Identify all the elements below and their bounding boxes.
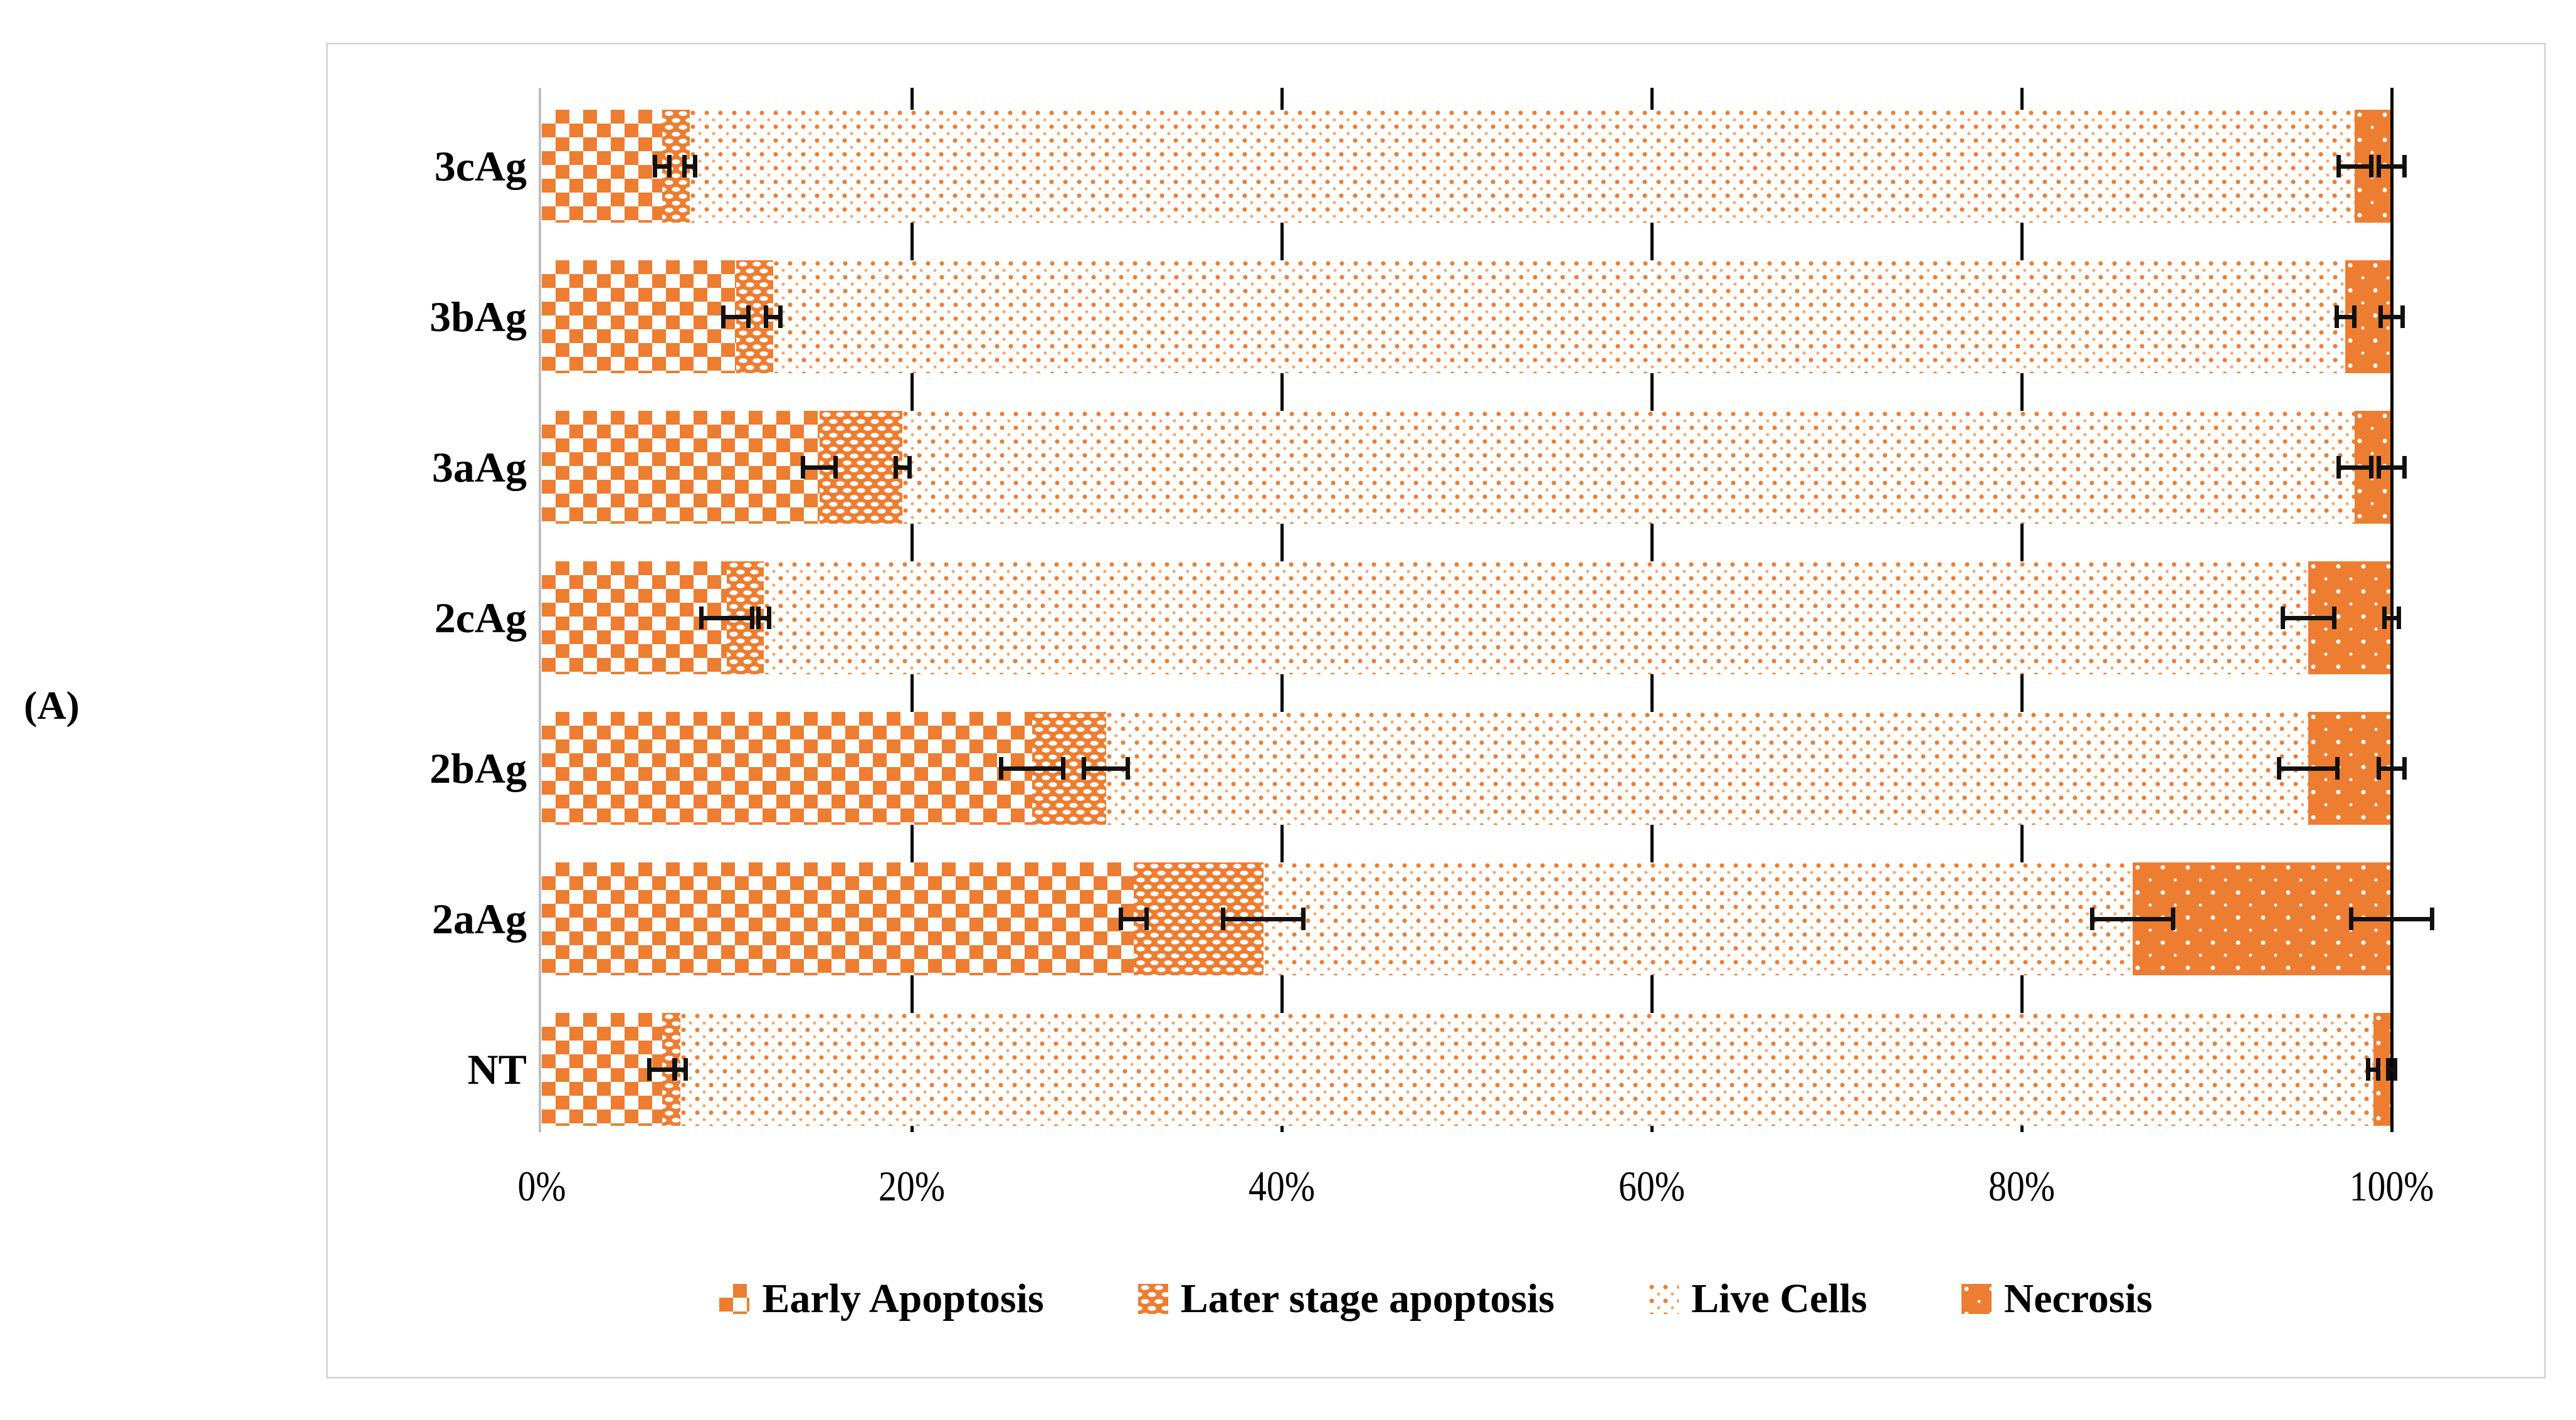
- segment-early-2bAg: [542, 712, 1032, 825]
- error-bar-live-3aAg: [2336, 456, 2373, 479]
- tick-label-100: 100%: [2349, 1162, 2434, 1210]
- segment-necrosis-2aAg: [2133, 862, 2392, 975]
- legend-swatch-necrosis: [1961, 1284, 1992, 1314]
- error-bar-later-3cAg: [682, 155, 697, 178]
- category-label-3aAg: 3aAg: [431, 443, 527, 491]
- error-bar-necrosis-2cAg: [2382, 607, 2401, 629]
- segment-live-2aAg: [1263, 862, 2133, 975]
- error-bar-necrosis-3bAg: [2378, 305, 2405, 328]
- legend-item-live: Live Cells: [1649, 1278, 1867, 1320]
- category-label-2aAg: 2aAg: [431, 895, 527, 943]
- error-bar-early-3bAg: [721, 305, 751, 328]
- error-bar-later-2bAg: [1082, 757, 1131, 780]
- error-bar-later-3aAg: [893, 456, 912, 479]
- category-label-3cAg: 3cAg: [434, 142, 527, 190]
- segment-live-3cAg: [690, 110, 2355, 223]
- bar-2cAg: [542, 561, 2392, 674]
- legend-item-later: Later stage apoptosis: [1138, 1278, 1555, 1320]
- segment-live-NT: [680, 1013, 2373, 1126]
- legend-label-early: Early Apoptosis: [762, 1276, 1044, 1322]
- error-bar-live-3bAg: [2334, 305, 2357, 328]
- legend-item-early: Early Apoptosis: [719, 1276, 1044, 1322]
- legend-item-necrosis: Necrosis: [1961, 1278, 2153, 1320]
- legend-label-live: Live Cells: [1691, 1276, 1867, 1322]
- error-bar-later-2aAg: [1220, 908, 1306, 930]
- tick-label-40: 40%: [1248, 1162, 1315, 1210]
- error-bar-necrosis-3cAg: [2377, 155, 2407, 178]
- segment-early-NT: [542, 1013, 662, 1126]
- segment-live-2bAg: [1106, 712, 2309, 825]
- error-bar-early-2cAg: [699, 607, 755, 629]
- legend-label-later: Later stage apoptosis: [1180, 1276, 1555, 1322]
- error-bar-early-2aAg: [1119, 908, 1149, 930]
- category-label-2bAg: 2bAg: [430, 744, 527, 792]
- segment-early-3aAg: [542, 411, 820, 524]
- legend-swatch-live: [1649, 1284, 1679, 1314]
- bar-2aAg: [542, 862, 2392, 975]
- gridline-100: [2390, 88, 2394, 1132]
- error-bar-early-3cAg: [653, 155, 672, 178]
- error-bar-early-NT: [647, 1058, 677, 1081]
- segment-early-3bAg: [542, 260, 736, 373]
- tick-label-0: 0%: [517, 1162, 566, 1210]
- error-bar-necrosis-2aAg: [2349, 908, 2434, 930]
- category-label-2cAg: 2cAg: [434, 594, 527, 642]
- legend-label-necrosis: Necrosis: [2003, 1276, 2153, 1322]
- error-bar-necrosis-2bAg: [2377, 757, 2407, 780]
- bar-3aAg: [542, 411, 2392, 524]
- segment-early-2cAg: [542, 561, 727, 674]
- error-bar-live-2bAg: [2277, 757, 2340, 780]
- error-bar-early-3aAg: [801, 456, 838, 479]
- segment-live-2cAg: [764, 561, 2309, 674]
- bar-3bAg: [542, 260, 2392, 373]
- tick-label-80: 80%: [1988, 1162, 2055, 1210]
- tick-label-60: 60%: [1618, 1162, 1685, 1210]
- error-bar-later-2cAg: [756, 607, 771, 629]
- bar-3cAg: [542, 110, 2392, 223]
- legend-swatch-early: [719, 1284, 750, 1314]
- plot-area: [539, 88, 2434, 1132]
- error-bar-live-2cAg: [2281, 607, 2336, 629]
- bar-NT: [542, 1013, 2392, 1126]
- bar-2bAg: [542, 712, 2392, 825]
- tick-label-20: 20%: [879, 1162, 945, 1210]
- panel-label: (A): [24, 683, 80, 728]
- segment-early-2aAg: [542, 862, 1134, 975]
- error-bar-necrosis-NT: [2386, 1058, 2398, 1081]
- error-bar-later-NT: [673, 1058, 689, 1081]
- segment-early-3cAg: [542, 110, 662, 223]
- y-axis-line: [539, 88, 541, 1132]
- error-bar-early-2bAg: [998, 757, 1065, 780]
- legend-swatch-later: [1138, 1284, 1168, 1314]
- error-bar-live-2aAg: [2090, 908, 2175, 930]
- category-label-3bAg: 3bAg: [430, 293, 527, 341]
- error-bar-later-3bAg: [764, 305, 783, 328]
- segment-live-3aAg: [902, 411, 2355, 524]
- error-bar-necrosis-3aAg: [2377, 456, 2407, 479]
- error-bar-live-NT: [2365, 1058, 2381, 1081]
- legend: Early Apoptosis Later stage apoptosis Live…: [351, 1278, 2521, 1320]
- segment-necrosis-2cAg: [2308, 561, 2392, 674]
- error-bar-live-3cAg: [2336, 155, 2373, 178]
- segment-live-3bAg: [773, 260, 2346, 373]
- category-label-NT: NT: [467, 1046, 527, 1093]
